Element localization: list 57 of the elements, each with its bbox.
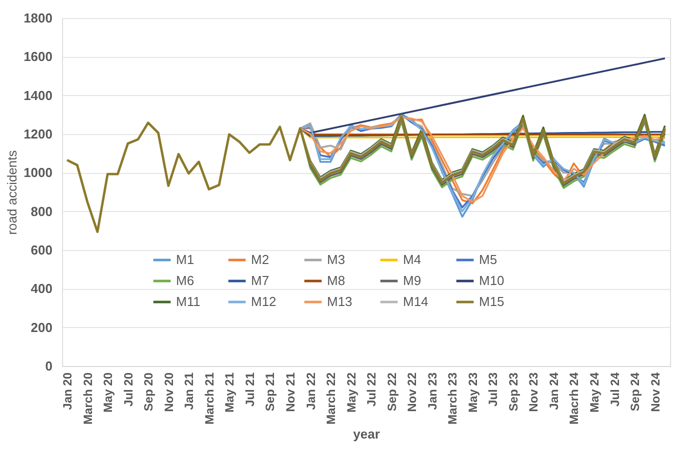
- legend-label: M9: [403, 273, 422, 288]
- x-tick-label: Sep 24: [628, 372, 642, 412]
- x-tick-label: Nov 20: [162, 372, 176, 412]
- legend-label: M2: [251, 252, 270, 267]
- x-tick-label: Jul 22: [364, 372, 379, 407]
- y-tick-label: 400: [30, 281, 52, 296]
- y-tick-label: 200: [30, 320, 52, 335]
- legend-label: M11: [176, 294, 200, 309]
- legend-label: M6: [176, 273, 194, 288]
- legend-label: M4: [403, 252, 422, 267]
- x-tick-label: May 21: [222, 372, 237, 413]
- x-tick-label: Sep 22: [384, 372, 399, 412]
- x-tick-label: Nov 23: [526, 372, 541, 412]
- x-axis-title: year: [353, 426, 380, 442]
- y-tick-label: 1000: [24, 165, 52, 180]
- y-tick-label: 1600: [24, 49, 52, 64]
- x-tick-label: Jan 24: [546, 372, 561, 410]
- legend-label: M3: [327, 252, 346, 267]
- x-tick-label: Jul 21: [242, 372, 257, 407]
- y-tick-label: 0: [45, 358, 52, 374]
- y-tick-label: 600: [30, 242, 52, 258]
- x-tick-label: Macrh 24: [567, 372, 582, 425]
- x-tick-label: Jul 24: [608, 372, 622, 407]
- x-tick-label: March 20: [80, 372, 95, 425]
- x-tick-label: Sep 21: [263, 372, 278, 412]
- legend-label: M13: [327, 294, 352, 309]
- legend-label: M15: [479, 294, 504, 309]
- y-tick-label: 1400: [24, 88, 52, 103]
- legend-label: M12: [251, 294, 276, 309]
- x-tick-label: March 22: [324, 372, 338, 425]
- x-tick-label: May 20: [101, 372, 116, 413]
- legend-label: M10: [479, 273, 504, 288]
- x-tick-label: Jul 23: [486, 372, 500, 407]
- x-tick-label: Jan 23: [425, 372, 440, 410]
- x-tick-label: Nov 21: [284, 372, 298, 412]
- y-axis-title: road accidents: [4, 150, 20, 235]
- x-tick-label: May 23: [466, 372, 480, 413]
- y-tick-label: 1200: [24, 126, 52, 142]
- legend-label: M8: [327, 273, 346, 288]
- x-tick-label: May 22: [344, 372, 358, 413]
- x-tick-label: Jan 22: [304, 372, 318, 410]
- x-tick-label: Jan 21: [182, 372, 196, 410]
- x-tick-label: Jan 20: [60, 372, 75, 410]
- x-tick-label: Sep 20: [142, 372, 156, 412]
- x-tick-label: March 21: [202, 372, 216, 425]
- legend-label: M7: [251, 273, 270, 288]
- legend-label: M1: [176, 252, 194, 267]
- legend-label: M14: [403, 294, 428, 309]
- x-tick-label: Nov 24: [648, 372, 662, 412]
- x-tick-label: May 24: [588, 372, 602, 413]
- x-tick-label: March 23: [446, 372, 460, 425]
- x-tick-label: Nov 22: [405, 372, 420, 412]
- y-tick-label: 1800: [24, 10, 52, 26]
- y-tick-label: 800: [30, 204, 52, 219]
- x-tick-label: Jul 20: [121, 372, 136, 407]
- legend-label: M5: [479, 252, 498, 267]
- x-tick-label: Sep 23: [506, 372, 520, 412]
